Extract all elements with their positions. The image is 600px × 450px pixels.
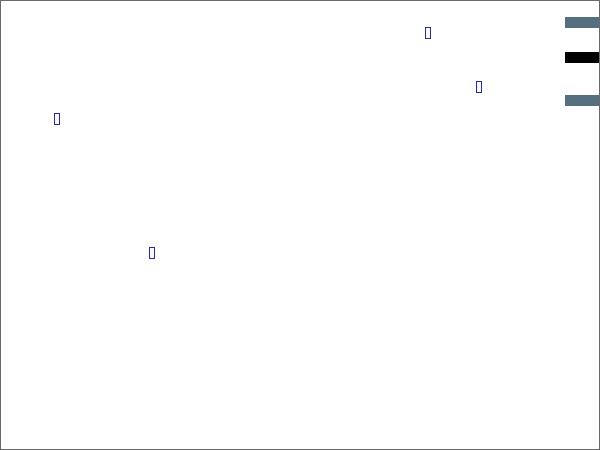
level-chip-1.20000 (565, 17, 599, 28)
annotation-high-1.12130[interactable] (54, 113, 60, 125)
annotation-low-1.14670[interactable] (476, 81, 482, 93)
annotation-low-1.01760[interactable] (149, 247, 155, 259)
level-chip-1.13900 (565, 95, 599, 106)
chart-title-bar (1, 1, 599, 14)
current-price-chip (565, 52, 599, 63)
chart-title (17, 2, 22, 12)
annotation-high-1.19170[interactable] (425, 27, 431, 39)
